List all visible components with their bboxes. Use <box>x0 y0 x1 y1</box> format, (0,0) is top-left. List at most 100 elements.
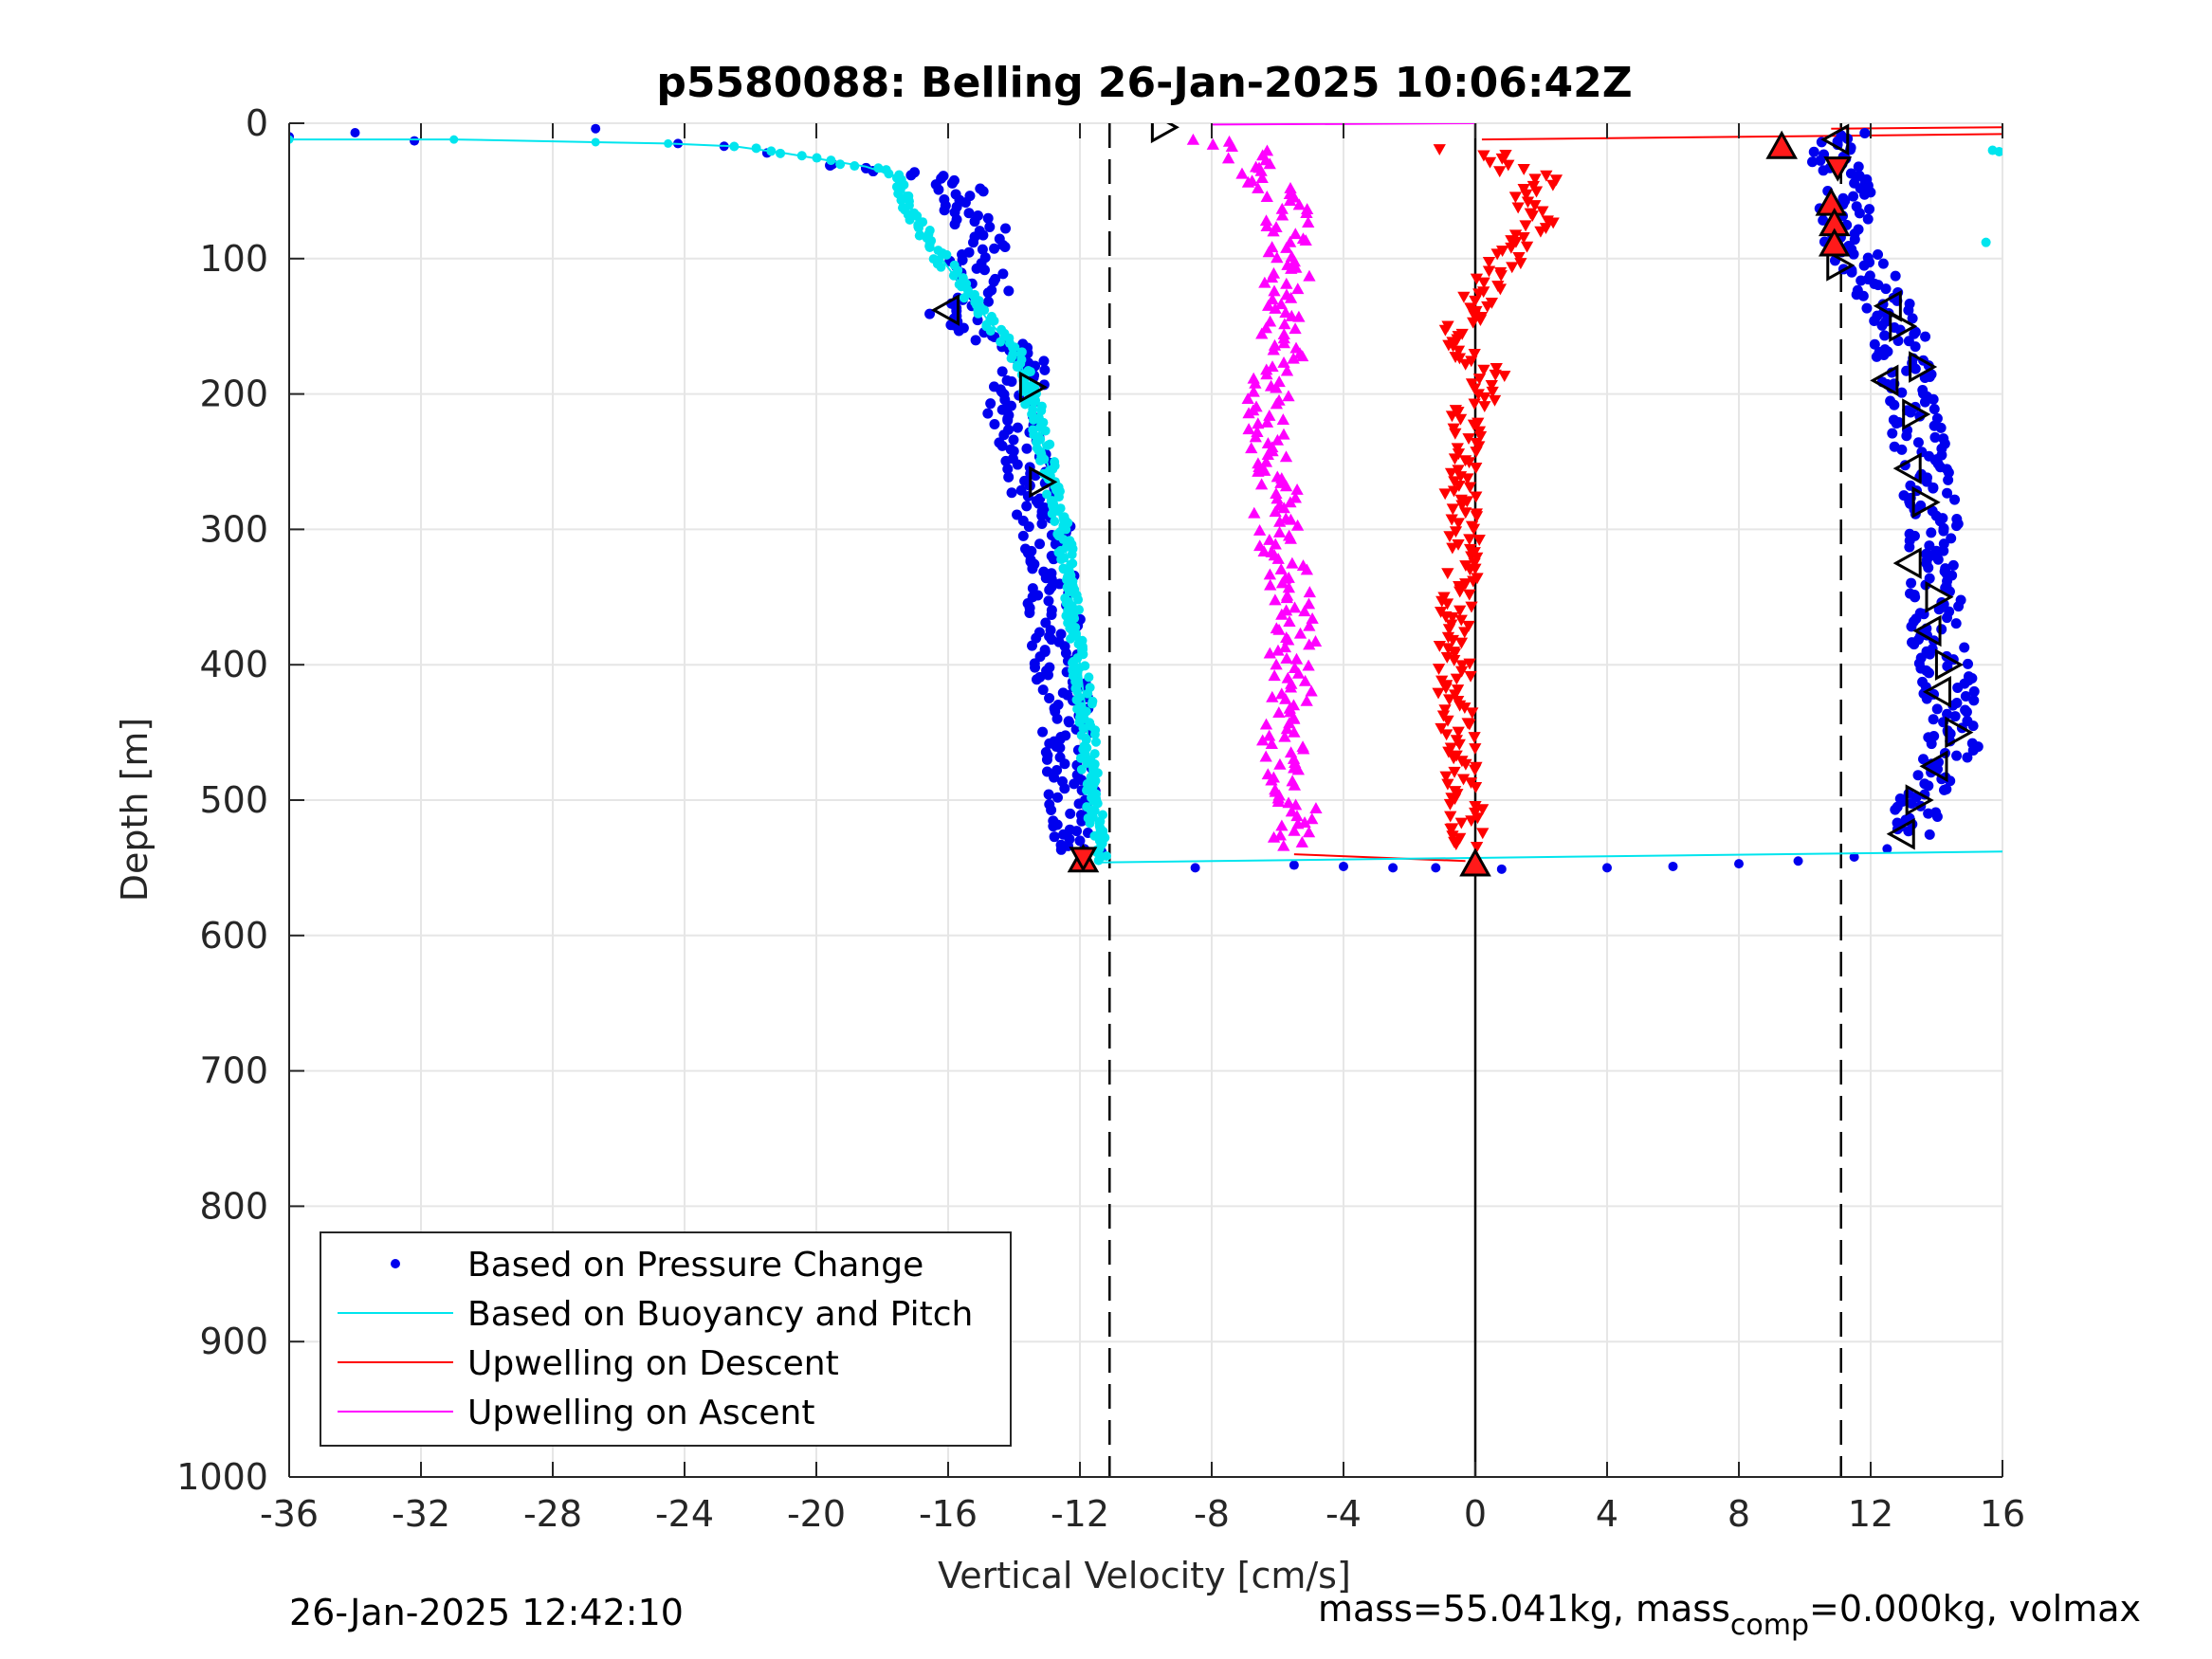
upwelling-ascent-marker <box>1300 207 1313 219</box>
pressure-descent-point <box>1055 844 1067 855</box>
upwelling-ascent-marker <box>1263 568 1277 580</box>
pressure-ascent-point <box>1919 396 1930 408</box>
buoyancy-point <box>989 316 999 326</box>
upwelling-ascent-marker <box>1270 487 1283 499</box>
upwelling-descent-marker <box>1514 258 1527 270</box>
upwelling-descent-marker <box>1505 242 1518 254</box>
upwelling-descent-marker <box>1483 156 1497 169</box>
upwelling-ascent-marker <box>1279 480 1293 492</box>
upwelling-ascent-marker <box>1267 343 1280 356</box>
pressure-bottom-point <box>1388 863 1398 873</box>
pressure-ascent-point <box>1949 711 1961 722</box>
pressure-ascent-point <box>1923 808 1934 819</box>
upwelling-ascent-marker <box>1235 167 1249 179</box>
pressure-descent-point <box>960 197 971 209</box>
pressure-descent-point <box>1048 821 1059 832</box>
red-up-marker <box>1459 848 1491 877</box>
upwelling-descent-marker <box>1478 392 1491 404</box>
upwelling-descent-marker <box>1478 401 1491 412</box>
upwelling-descent-marker <box>1471 552 1484 564</box>
upwelling-ascent-marker <box>1277 839 1290 851</box>
pressure-descent-point <box>939 205 950 216</box>
upwelling-descent-marker <box>1512 251 1526 264</box>
upwelling-ascent-marker <box>1278 730 1291 742</box>
upwelling-ascent-marker <box>1275 209 1289 221</box>
upwelling-descent-marker <box>1468 398 1481 410</box>
upwelling-descent-marker <box>1467 317 1480 329</box>
pressure-descent-point <box>997 268 1009 280</box>
upwelling-ascent-marker <box>1280 242 1293 253</box>
upwelling-descent-marker <box>1488 394 1502 407</box>
buoyancy-point <box>1012 362 1022 373</box>
x-tick-label: -8 <box>1194 1493 1230 1535</box>
buoyancy-point <box>776 148 786 158</box>
upwelling-descent-marker <box>1466 707 1479 720</box>
upwelling-ascent-marker <box>1263 647 1276 659</box>
pressure-descent-point <box>1046 804 1057 815</box>
pressure-descent-point <box>1069 778 1080 790</box>
upwelling-descent-marker <box>1493 283 1508 296</box>
upwelling-ascent-marker <box>1302 597 1316 610</box>
pressure-descent-point <box>591 123 601 134</box>
open-right-marker <box>1029 465 1058 499</box>
pressure-ascent-point <box>1961 706 1972 718</box>
upwelling-descent-marker <box>1459 358 1472 371</box>
pressure-ascent-point <box>1858 260 1870 271</box>
upwelling-descent-marker <box>1540 170 1553 182</box>
upwelling-ascent-marker <box>1262 729 1276 741</box>
upwelling-ascent-marker <box>1283 615 1296 627</box>
upwelling-descent-marker <box>1463 534 1476 546</box>
upwelling-ascent-marker <box>1291 763 1305 775</box>
upwelling-ascent-marker <box>1295 835 1308 848</box>
chart-title: p5580088: Belling 26-Jan-2025 10:06:42Z <box>656 59 1632 107</box>
pressure-descent-point <box>1023 521 1034 533</box>
upwelling-descent-marker <box>1452 465 1465 477</box>
pressure-ascent-point <box>1890 804 1901 815</box>
upwelling-descent-marker <box>1458 627 1472 639</box>
pressure-descent-point <box>1017 530 1029 541</box>
pressure-bottom-point <box>1849 851 1859 862</box>
upwelling-descent-marker <box>1454 637 1469 649</box>
upwelling-ascent-marker <box>1273 515 1287 527</box>
legend-label: Based on Buoyancy and Pitch <box>467 1295 973 1334</box>
pressure-bottom-point <box>1668 861 1678 871</box>
upwelling-descent-marker <box>1508 191 1523 204</box>
red-up-marker <box>1818 228 1851 257</box>
upwelling-descent-marker <box>1438 324 1453 337</box>
pressure-ascent-point <box>1933 604 1945 615</box>
upwelling-ascent-marker <box>1267 830 1281 843</box>
upwelling-descent-marker <box>1546 179 1560 191</box>
pressure-descent-point <box>1012 422 1023 433</box>
pressure-ascent-point <box>1943 466 1954 478</box>
upwelling-descent-marker <box>1450 839 1463 851</box>
pressure-ascent-point <box>1906 621 1917 632</box>
pressure-descent-point <box>1043 669 1054 681</box>
upwelling-ascent-marker <box>1249 376 1262 389</box>
buoyancy-point <box>1066 559 1076 570</box>
buoyancy-point <box>936 262 946 272</box>
upwelling-descent-marker <box>1433 144 1446 156</box>
upwelling-descent-connector <box>1831 126 2002 130</box>
upwelling-descent-marker <box>1502 159 1515 172</box>
pressure-descent-point <box>350 127 360 137</box>
upwelling-descent-marker <box>1453 738 1466 751</box>
pressure-ascent-point <box>1905 407 1916 418</box>
pressure-ascent-point <box>1931 811 1943 822</box>
upwelling-descent-marker <box>1452 539 1465 551</box>
upwelling-descent-marker <box>1464 302 1477 315</box>
pressure-descent-point <box>1059 758 1070 770</box>
upwelling-ascent-marker <box>1293 627 1307 639</box>
pressure-descent-point <box>989 419 1000 430</box>
upwelling-descent-marker <box>1490 248 1504 261</box>
y-tick-label: 100 <box>199 238 268 280</box>
buoyancy-point <box>751 143 761 154</box>
y-tick-label: 300 <box>199 508 268 550</box>
upwelling-descent-marker <box>1520 241 1534 253</box>
buoyancy-point <box>1067 549 1077 559</box>
upwelling-descent-marker <box>1452 518 1466 530</box>
upwelling-descent-marker <box>1449 526 1463 538</box>
upwelling-descent-marker <box>1528 173 1542 186</box>
upwelling-descent-marker <box>1463 564 1477 576</box>
x-tick-label: -12 <box>1051 1493 1109 1535</box>
upwelling-ascent-marker <box>1308 635 1323 647</box>
